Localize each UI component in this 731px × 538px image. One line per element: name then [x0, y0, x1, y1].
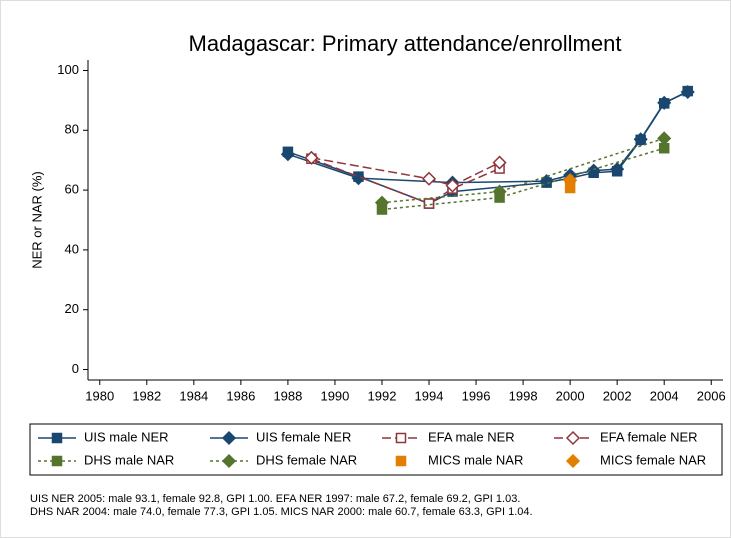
x-tick-label: 1990: [320, 388, 349, 403]
y-tick-label: 100: [57, 62, 79, 77]
chart-title: Madagascar: Primary attendance/enrollmen…: [189, 31, 622, 56]
data-point: [492, 155, 507, 170]
legend-label: DHS male NAR: [84, 452, 174, 467]
y-tick-label: 40: [65, 241, 79, 256]
legend-label: UIS female NER: [256, 429, 351, 444]
data-point: [492, 184, 507, 199]
legend-marker: [51, 455, 63, 467]
legend-label: UIS male NER: [84, 429, 169, 444]
legend-label: MICS female NAR: [600, 452, 706, 467]
legend-marker: [565, 430, 581, 446]
note: UIS NER 2005: male 93.1, female 92.8, GP…: [30, 493, 520, 505]
legend-label: MICS male NAR: [428, 452, 523, 467]
data-point: [610, 162, 625, 177]
y-tick-label: 60: [65, 182, 79, 197]
data-point: [586, 163, 601, 178]
x-tick-label: 1994: [415, 388, 444, 403]
legend-marker: [51, 432, 63, 444]
legend-marker: [395, 432, 407, 444]
x-tick-label: 2006: [697, 388, 726, 403]
x-tick-label: 2000: [556, 388, 585, 403]
y-axis-label: NER or NAR (%): [29, 171, 44, 269]
data-point: [563, 173, 578, 188]
data-point: [304, 150, 319, 165]
data-point: [374, 195, 390, 210]
legend-marker: [565, 453, 581, 469]
data-point: [657, 131, 672, 146]
x-tick-label: 1984: [179, 388, 208, 403]
y-tick-label: 0: [72, 361, 79, 376]
x-tick-label: 1980: [85, 388, 114, 403]
series-line: [311, 157, 500, 187]
data-point: [280, 147, 295, 162]
x-tick-label: 2002: [603, 388, 632, 403]
legend-label: EFA female NER: [600, 429, 698, 444]
y-tick-label: 80: [65, 122, 79, 137]
data-point: [657, 95, 672, 110]
data-point: [445, 178, 460, 193]
legend-label: DHS female NAR: [256, 452, 357, 467]
x-tick-label: 1988: [273, 388, 302, 403]
y-tick-label: 20: [65, 301, 79, 316]
x-tick-label: 1982: [132, 388, 161, 403]
legend-box: [29, 423, 723, 476]
legend-marker: [395, 455, 407, 467]
x-tick-label: 1996: [462, 388, 491, 403]
x-tick-label: 1992: [368, 388, 397, 403]
legend-label: EFA male NER: [428, 429, 515, 444]
data-point: [423, 198, 435, 209]
data-point: [680, 84, 695, 100]
x-tick-label: 1986: [226, 388, 255, 403]
legend-marker: [221, 453, 237, 469]
legend-marker: [221, 430, 237, 446]
x-tick-label: 2004: [650, 388, 679, 403]
x-tick-label: 1998: [509, 388, 538, 403]
data-point: [421, 171, 437, 186]
note: DHS NAR 2004: male 74.0, female 77.3, GP…: [30, 506, 533, 518]
